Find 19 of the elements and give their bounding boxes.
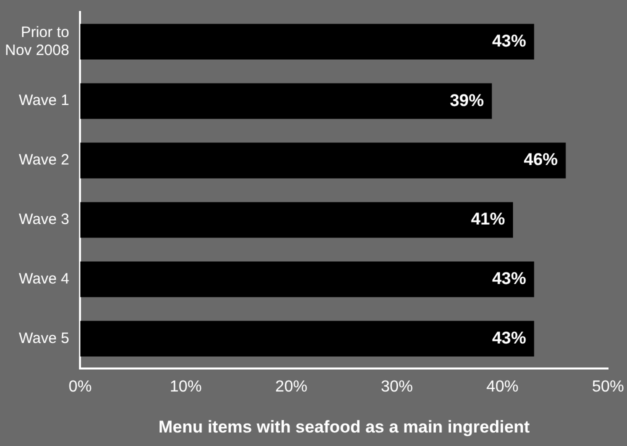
x-tick-label: 10% — [170, 378, 202, 396]
x-tick-label: 50% — [592, 378, 624, 396]
data-label: 43% — [492, 328, 526, 348]
x-tick-label: 30% — [380, 378, 413, 396]
x-axis-title: Menu items with seafood as a main ingredient — [158, 417, 530, 436]
data-label: 43% — [492, 31, 526, 50]
data-label: 39% — [450, 90, 484, 110]
data-label: 43% — [492, 268, 526, 288]
x-tick-label: 0% — [68, 378, 92, 396]
y-tick-label: Wave 2 — [18, 152, 70, 169]
x-tick-label: 40% — [486, 378, 518, 396]
y-tick-label: Prior to Nov 2008 — [4, 24, 70, 59]
y-tick-label: Wave 4 — [18, 270, 70, 288]
y-tick-label: Wave 3 — [18, 211, 70, 228]
data-label: 41% — [470, 210, 505, 229]
y-tick-label: Wave 1 — [18, 92, 70, 110]
x-tick-label: 20% — [275, 378, 308, 396]
data-label: 46% — [524, 150, 558, 170]
y-tick-label: Wave 5 — [18, 330, 70, 347]
